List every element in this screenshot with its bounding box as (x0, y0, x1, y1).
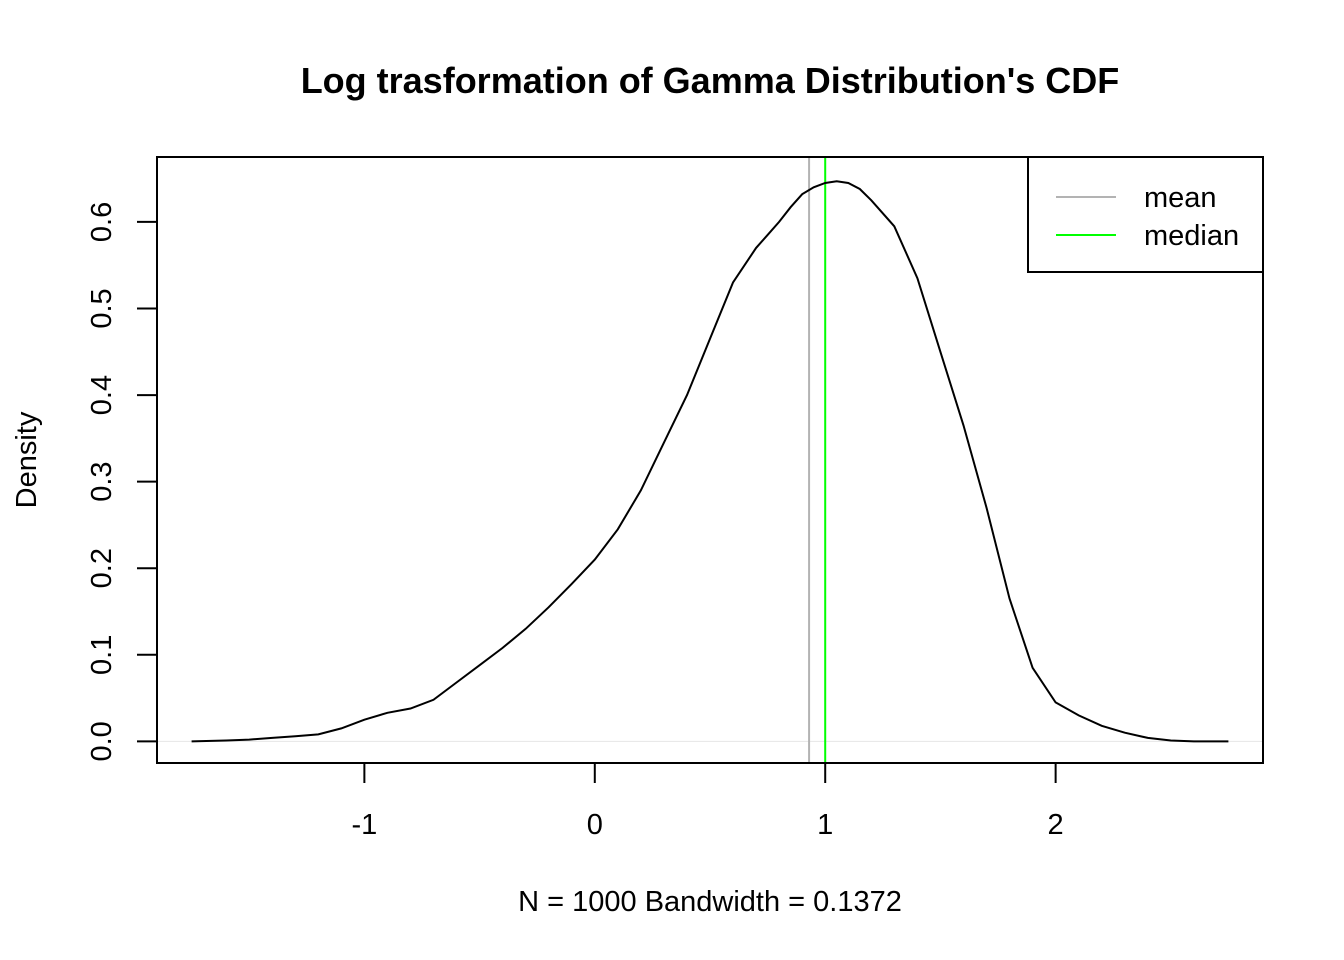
x-axis-label: N = 1000 Bandwidth = 0.1372 (518, 886, 902, 918)
y-tick-label: 0.1 (86, 635, 118, 675)
x-tick-label: -1 (351, 809, 377, 841)
chart-title: Log trasformation of Gamma Distribution'… (301, 60, 1120, 101)
x-tick-label: 0 (587, 809, 603, 841)
legend-box (1027, 156, 1264, 273)
y-tick-label: 0.0 (86, 721, 118, 761)
reference-lines (808, 158, 827, 762)
y-axis: 0.0 0.1 0.2 0.3 0.4 0.5 0.6 (86, 202, 158, 762)
y-axis-label: Density (11, 411, 43, 508)
legend: mean median (1027, 156, 1264, 273)
x-tick-label: 2 (1048, 809, 1064, 841)
y-tick-label: 0.4 (86, 375, 118, 415)
plot-area (158, 158, 1262, 762)
legend-mean-label: mean (1144, 182, 1217, 214)
legend-median-label: median (1144, 220, 1239, 252)
y-tick-label: 0.5 (86, 288, 118, 328)
y-tick-label: 0.6 (86, 202, 118, 242)
x-axis: -1 0 1 2 (351, 762, 1064, 841)
density-curve (191, 180, 1229, 743)
y-tick-label: 0.3 (86, 461, 118, 501)
y-tick-label: 0.2 (86, 548, 118, 588)
x-tick-label: 1 (817, 809, 833, 841)
